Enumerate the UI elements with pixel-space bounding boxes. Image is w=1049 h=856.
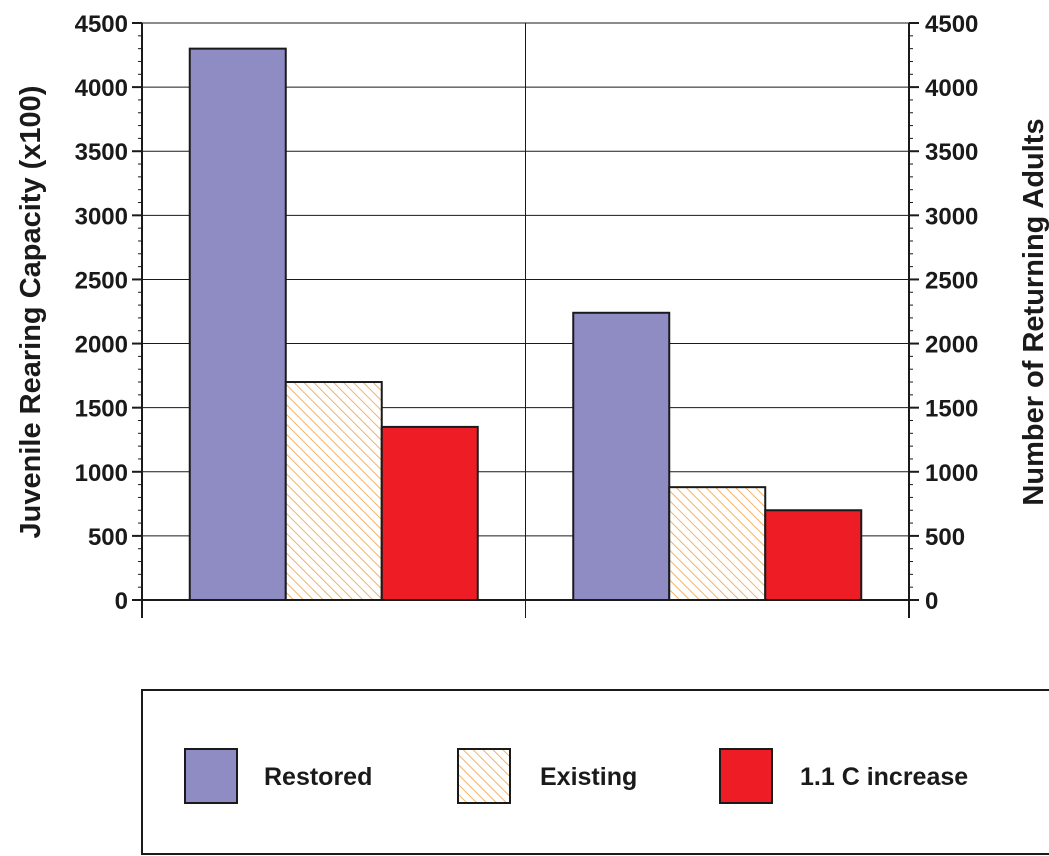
y-tick-label-left: 2000 xyxy=(75,332,128,359)
y-tick-label-left: 4000 xyxy=(75,75,128,102)
y-tick-label-left: 3000 xyxy=(75,203,128,230)
y-axis-title-left: Juvenile Rearing Capacity (x100) xyxy=(15,86,47,539)
axes: 0 0 500 500 1000 1000 1500 1500 2000 2000 2500 2500… xyxy=(75,11,978,618)
y-tick-label-left: 1500 xyxy=(75,396,128,423)
legend-label-restored: Restored xyxy=(264,763,372,791)
y-tick-label-right: 2500 xyxy=(925,267,978,294)
bar-restored-1 xyxy=(188,47,287,601)
legend: Restored Existing 1.1 C increase xyxy=(184,748,968,804)
y-tick-label-right: 4000 xyxy=(925,75,978,102)
bar-restored-2 xyxy=(572,311,671,601)
bar-existing-1 xyxy=(284,381,383,601)
y-tick-label-right: 4500 xyxy=(925,11,978,38)
bar-1-1-c-increase-2 xyxy=(764,509,863,601)
y-tick-label-right: 0 xyxy=(925,588,938,615)
y-tick-label-left: 1000 xyxy=(75,460,128,487)
y-tick-label-right: 2000 xyxy=(925,332,978,359)
legend-label-1-1-c-increase: 1.1 C increase xyxy=(800,763,968,791)
y-axis-title-right: Number of Returning Adults xyxy=(1018,118,1049,505)
legend-box xyxy=(141,689,1049,855)
bar-1-1-c-increase-1 xyxy=(380,425,479,601)
y-tick-label-left: 500 xyxy=(88,524,128,551)
y-tick-label-left: 0 xyxy=(115,588,128,615)
bar-existing-2 xyxy=(668,486,767,602)
legend-swatch-existing xyxy=(457,748,511,804)
y-tick-label-right: 3000 xyxy=(925,203,978,230)
legend-label-existing: Existing xyxy=(540,763,637,791)
legend-swatch-restored xyxy=(184,748,238,804)
y-tick-label-right: 1000 xyxy=(925,460,978,487)
legend-swatch-1-1-c-increase xyxy=(719,748,773,804)
y-tick-label-left: 3500 xyxy=(75,139,128,166)
y-tick-label-right: 500 xyxy=(925,524,965,551)
y-tick-label-left: 4500 xyxy=(75,11,128,38)
y-tick-label-right: 3500 xyxy=(925,139,978,166)
y-tick-label-left: 2500 xyxy=(75,267,128,294)
y-tick-label-right: 1500 xyxy=(925,396,978,423)
